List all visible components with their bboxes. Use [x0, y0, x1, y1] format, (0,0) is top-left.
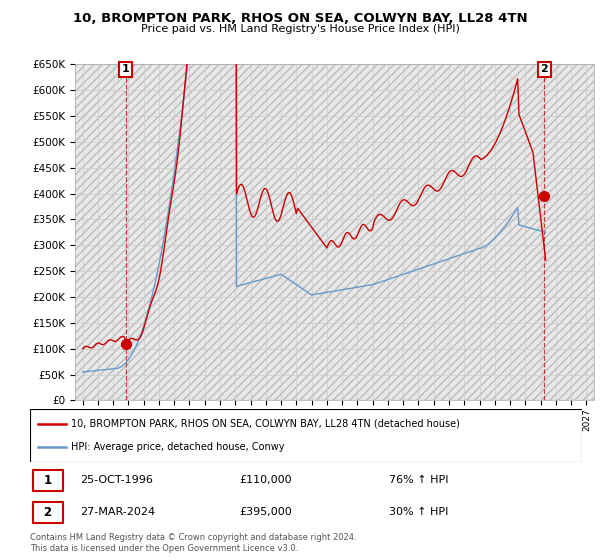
- Text: 2: 2: [541, 64, 548, 74]
- Text: 25-OCT-1996: 25-OCT-1996: [80, 475, 152, 486]
- Text: 1: 1: [44, 474, 52, 487]
- Text: 2: 2: [44, 506, 52, 519]
- Text: Contains HM Land Registry data © Crown copyright and database right 2024.
This d: Contains HM Land Registry data © Crown c…: [30, 533, 356, 553]
- Text: 10, BROMPTON PARK, RHOS ON SEA, COLWYN BAY, LL28 4TN: 10, BROMPTON PARK, RHOS ON SEA, COLWYN B…: [73, 12, 527, 25]
- Text: 10, BROMPTON PARK, RHOS ON SEA, COLWYN BAY, LL28 4TN (detached house): 10, BROMPTON PARK, RHOS ON SEA, COLWYN B…: [71, 419, 460, 429]
- Text: 76% ↑ HPI: 76% ↑ HPI: [389, 475, 448, 486]
- Text: 30% ↑ HPI: 30% ↑ HPI: [389, 507, 448, 517]
- Text: 27-MAR-2024: 27-MAR-2024: [80, 507, 155, 517]
- Text: 1: 1: [122, 64, 130, 74]
- Text: Price paid vs. HM Land Registry's House Price Index (HPI): Price paid vs. HM Land Registry's House …: [140, 24, 460, 34]
- Text: £395,000: £395,000: [240, 507, 293, 517]
- Text: £110,000: £110,000: [240, 475, 292, 486]
- Text: HPI: Average price, detached house, Conwy: HPI: Average price, detached house, Conw…: [71, 442, 285, 452]
- FancyBboxPatch shape: [33, 502, 63, 523]
- FancyBboxPatch shape: [30, 409, 582, 462]
- FancyBboxPatch shape: [33, 470, 63, 491]
